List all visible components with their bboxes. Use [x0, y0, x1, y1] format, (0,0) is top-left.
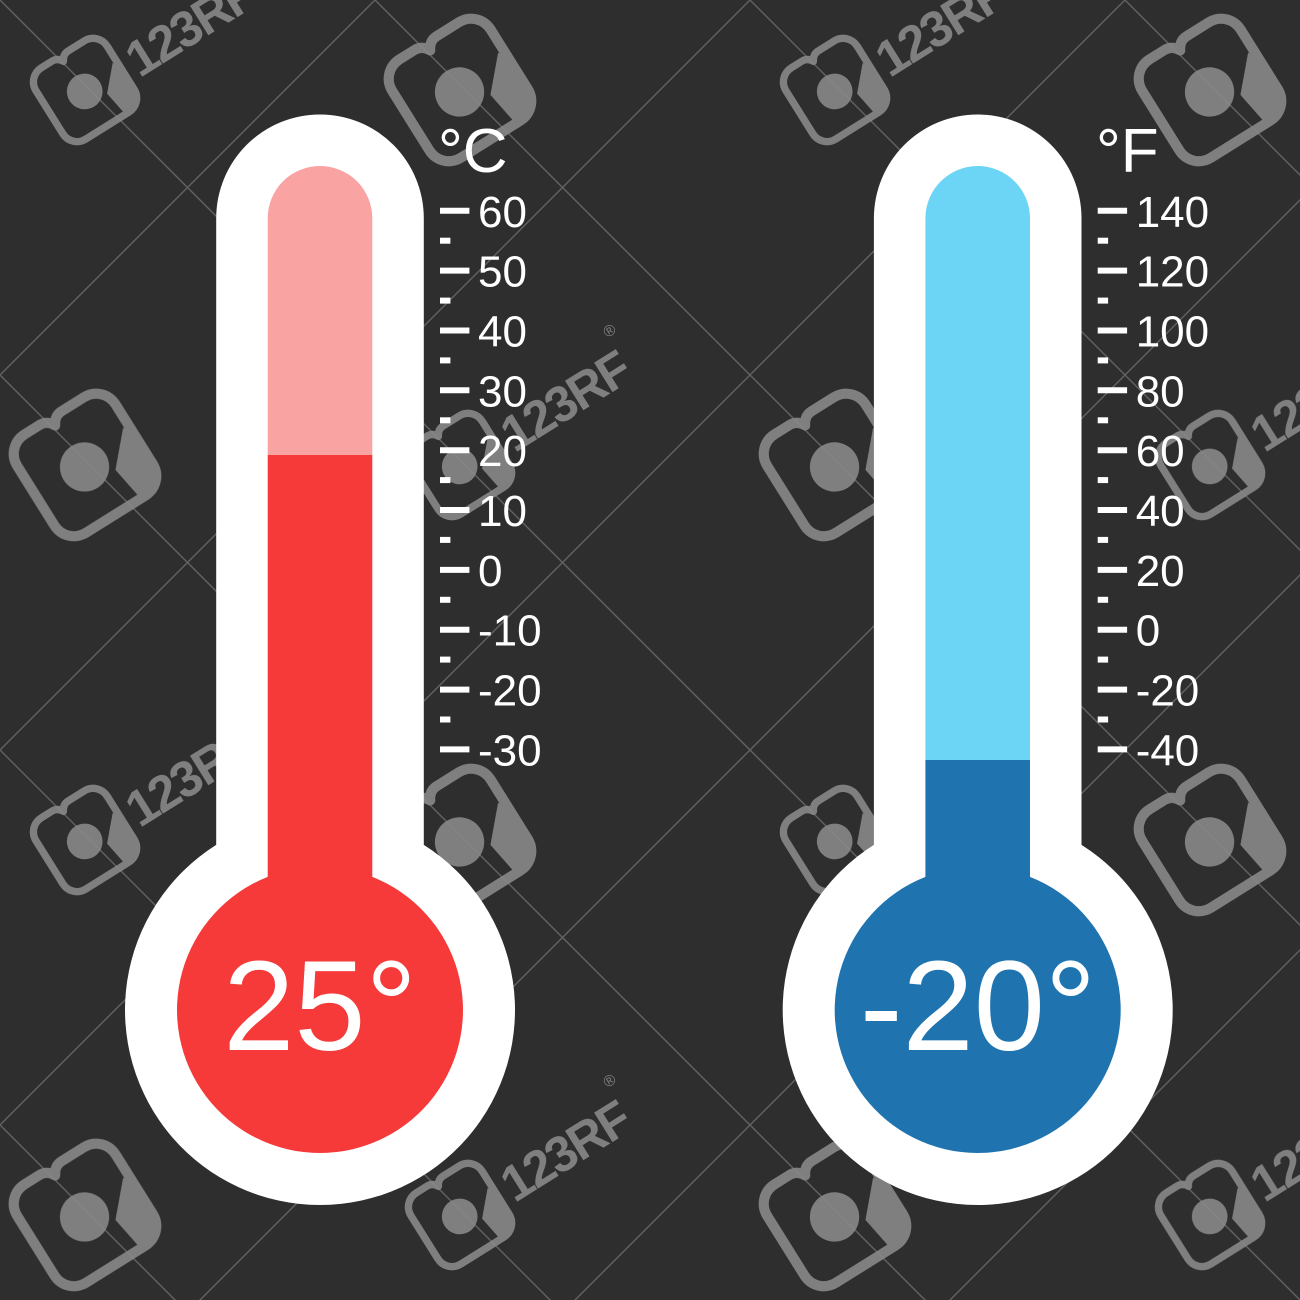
svg-text:20: 20 [1136, 547, 1185, 596]
svg-text:60: 60 [478, 188, 527, 237]
svg-text:-20°: -20° [860, 935, 1096, 1078]
svg-text:0: 0 [478, 547, 502, 596]
svg-text:-20: -20 [1136, 667, 1200, 716]
svg-text:60: 60 [1136, 427, 1185, 476]
svg-text:-30: -30 [478, 726, 542, 775]
svg-text:140: 140 [1136, 188, 1209, 237]
svg-text:120: 120 [1136, 248, 1209, 297]
svg-text:80: 80 [1136, 367, 1185, 416]
svg-text:100: 100 [1136, 308, 1209, 357]
svg-text:40: 40 [1136, 487, 1185, 536]
svg-text:40: 40 [478, 308, 527, 357]
svg-text:30: 30 [478, 367, 527, 416]
svg-text:25°: 25° [223, 935, 417, 1078]
svg-text:10: 10 [478, 487, 527, 536]
svg-text:50: 50 [478, 248, 527, 297]
svg-text:-40: -40 [1136, 726, 1200, 775]
svg-text:°F: °F [1096, 117, 1159, 186]
svg-text:0: 0 [1136, 607, 1160, 656]
svg-text:-20: -20 [478, 667, 542, 716]
svg-text:°C: °C [438, 117, 508, 186]
svg-text:20: 20 [478, 427, 527, 476]
svg-text:-10: -10 [478, 607, 542, 656]
